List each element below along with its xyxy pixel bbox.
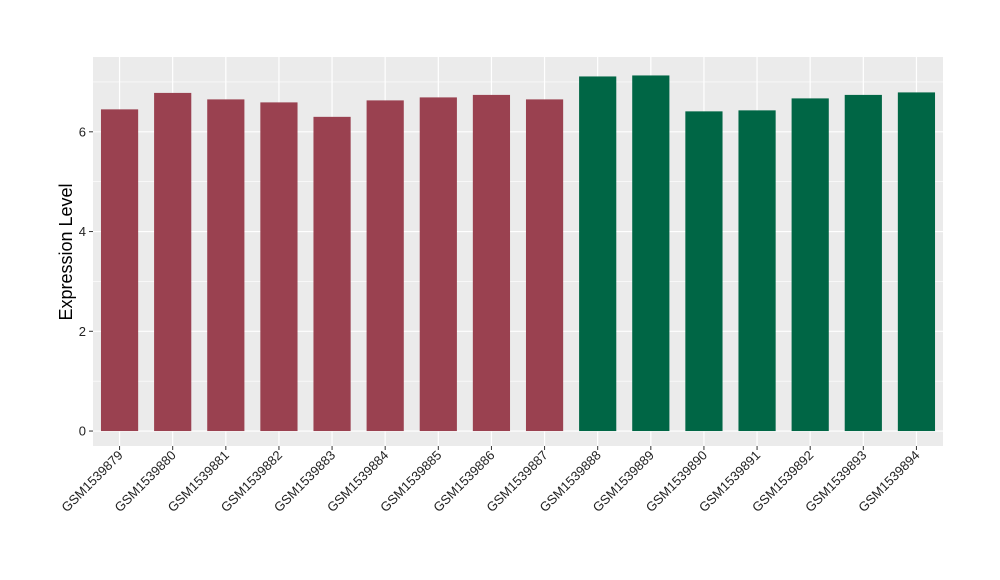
bar <box>791 98 829 432</box>
y-tick-label: 4 <box>79 224 86 239</box>
bars <box>100 75 936 432</box>
y-axis: 0 2 4 6 <box>79 124 93 439</box>
x-axis: GSM1539879GSM1539880GSM1539881GSM1539882… <box>58 446 923 515</box>
bar <box>207 99 245 432</box>
y-axis-title: Expression Level <box>56 183 76 320</box>
bar <box>366 100 404 432</box>
bar <box>525 99 564 432</box>
bar <box>685 111 723 432</box>
bar <box>313 116 351 432</box>
bar <box>579 76 617 432</box>
bar <box>844 94 882 432</box>
bar <box>154 92 192 432</box>
bar <box>100 109 139 432</box>
bar <box>260 102 298 432</box>
bar <box>419 97 457 432</box>
bar <box>897 92 936 432</box>
bar <box>632 75 670 432</box>
bar <box>472 94 511 432</box>
bar <box>738 110 776 432</box>
y-tick-label: 2 <box>79 324 86 339</box>
y-tick-label: 0 <box>79 424 86 439</box>
y-tick-label: 6 <box>79 124 86 139</box>
